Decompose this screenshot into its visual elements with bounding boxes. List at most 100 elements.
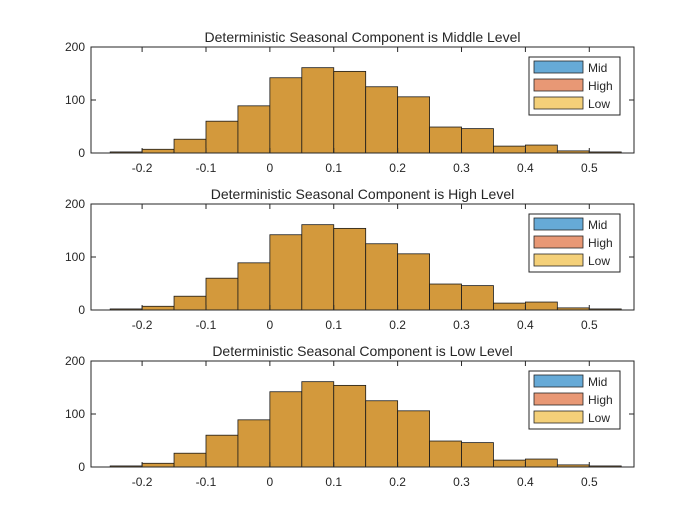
x-tick-label: 0.4 bbox=[517, 318, 534, 332]
x-tick-label: -0.1 bbox=[196, 318, 217, 332]
histogram-bar bbox=[429, 283, 462, 311]
legend-swatch bbox=[533, 217, 584, 231]
y-tick-label: 100 bbox=[65, 93, 85, 107]
x-tick-label: 0.4 bbox=[517, 475, 534, 489]
legend-swatch bbox=[533, 78, 584, 92]
histogram-bar bbox=[429, 440, 462, 468]
x-tick-label: 0.2 bbox=[389, 475, 406, 489]
histogram-bar bbox=[173, 295, 207, 311]
x-tick-label: -0.1 bbox=[196, 161, 217, 175]
legend-swatch bbox=[533, 60, 584, 74]
legend-label: Mid bbox=[588, 218, 607, 232]
histogram-bar bbox=[141, 305, 175, 311]
legend-label: Low bbox=[588, 411, 610, 425]
x-tick-label: 0 bbox=[267, 318, 274, 332]
x-tick-label: 0.1 bbox=[325, 161, 342, 175]
histogram-bar bbox=[333, 70, 367, 154]
histogram-bar bbox=[525, 144, 558, 154]
x-tick-label: 0.2 bbox=[389, 318, 406, 332]
x-tick-label: 0.2 bbox=[389, 161, 406, 175]
histogram-bar bbox=[397, 253, 430, 311]
x-tick-label: 0.5 bbox=[581, 318, 598, 332]
y-tick-label: 0 bbox=[78, 303, 85, 317]
legend: Mid High Low bbox=[528, 213, 621, 273]
histogram-bar bbox=[461, 285, 494, 311]
histogram-bar bbox=[365, 243, 399, 311]
legend-swatch bbox=[533, 392, 584, 406]
subplot-1: Deterministic Seasonal Component is Midd… bbox=[65, 29, 635, 175]
histogram-bar bbox=[333, 227, 367, 311]
legend-swatch bbox=[533, 235, 584, 249]
x-tick-label: 0.1 bbox=[325, 318, 342, 332]
histogram-bar bbox=[237, 262, 271, 311]
histogram-bar bbox=[173, 138, 207, 154]
histogram-bar bbox=[301, 381, 335, 468]
legend: Mid High Low bbox=[528, 56, 621, 116]
legend-label: High bbox=[588, 236, 613, 250]
histogram-bar bbox=[205, 120, 239, 154]
x-tick-label: 0 bbox=[267, 161, 274, 175]
x-tick-label: 0.4 bbox=[517, 161, 534, 175]
histogram-bar bbox=[141, 148, 175, 154]
histogram-bar bbox=[301, 224, 335, 311]
legend-swatch bbox=[533, 374, 584, 388]
legend: Mid High Low bbox=[528, 370, 621, 430]
histogram-bar bbox=[269, 77, 303, 154]
histogram-bar bbox=[461, 128, 494, 154]
y-tick-label: 200 bbox=[65, 40, 85, 54]
histogram-bar bbox=[237, 419, 271, 468]
histogram-bar bbox=[461, 442, 494, 468]
y-tick-label: 200 bbox=[65, 354, 85, 368]
histogram-bar bbox=[365, 400, 399, 468]
x-tick-label: 0.3 bbox=[453, 475, 470, 489]
histogram-bar bbox=[269, 391, 303, 468]
legend-swatch bbox=[533, 253, 584, 267]
x-tick-label: 0 bbox=[267, 475, 274, 489]
histogram-bar bbox=[525, 301, 558, 311]
x-tick-label: -0.2 bbox=[132, 475, 153, 489]
x-tick-label: -0.2 bbox=[132, 161, 153, 175]
legend-label: Low bbox=[588, 254, 610, 268]
histogram-bar bbox=[141, 462, 175, 468]
legend-swatch bbox=[533, 410, 584, 424]
histogram-bar bbox=[269, 234, 303, 311]
histogram-bar bbox=[173, 452, 207, 468]
legend-swatch bbox=[533, 96, 584, 110]
histogram-bar bbox=[205, 277, 239, 311]
x-tick-label: 0.1 bbox=[325, 475, 342, 489]
chart-title: Deterministic Seasonal Component is High… bbox=[211, 186, 514, 202]
histogram-bar bbox=[493, 145, 526, 154]
histogram-bar bbox=[365, 86, 399, 154]
subplot-3: Deterministic Seasonal Component is Low … bbox=[65, 343, 635, 489]
histogram-bar bbox=[429, 126, 462, 154]
subplot-2: Deterministic Seasonal Component is High… bbox=[65, 186, 635, 332]
chart-title: Deterministic Seasonal Component is Midd… bbox=[205, 29, 521, 45]
y-tick-label: 100 bbox=[65, 250, 85, 264]
y-tick-label: 0 bbox=[78, 146, 85, 160]
y-tick-label: 100 bbox=[65, 407, 85, 421]
histogram-bar bbox=[525, 458, 558, 468]
x-tick-label: -0.1 bbox=[196, 475, 217, 489]
y-tick-label: 200 bbox=[65, 197, 85, 211]
x-tick-label: 0.3 bbox=[453, 318, 470, 332]
y-tick-label: 0 bbox=[78, 460, 85, 474]
legend-label: Low bbox=[588, 97, 610, 111]
histogram-bar bbox=[333, 384, 367, 468]
histogram-bar bbox=[301, 67, 335, 154]
x-tick-label: -0.2 bbox=[132, 318, 153, 332]
histogram-bar bbox=[493, 302, 526, 311]
histogram-bar bbox=[397, 96, 430, 154]
histogram-bar bbox=[493, 459, 526, 468]
x-tick-label: 0.5 bbox=[581, 475, 598, 489]
legend-label: Mid bbox=[588, 61, 607, 75]
chart-title: Deterministic Seasonal Component is Low … bbox=[212, 343, 512, 359]
legend-label: High bbox=[588, 393, 613, 407]
histogram-bar bbox=[397, 410, 430, 468]
histogram-bar bbox=[205, 434, 239, 468]
x-tick-label: 0.5 bbox=[581, 161, 598, 175]
legend-label: Mid bbox=[588, 375, 607, 389]
legend-label: High bbox=[588, 79, 613, 93]
x-tick-label: 0.3 bbox=[453, 161, 470, 175]
histogram-bar bbox=[237, 105, 271, 154]
